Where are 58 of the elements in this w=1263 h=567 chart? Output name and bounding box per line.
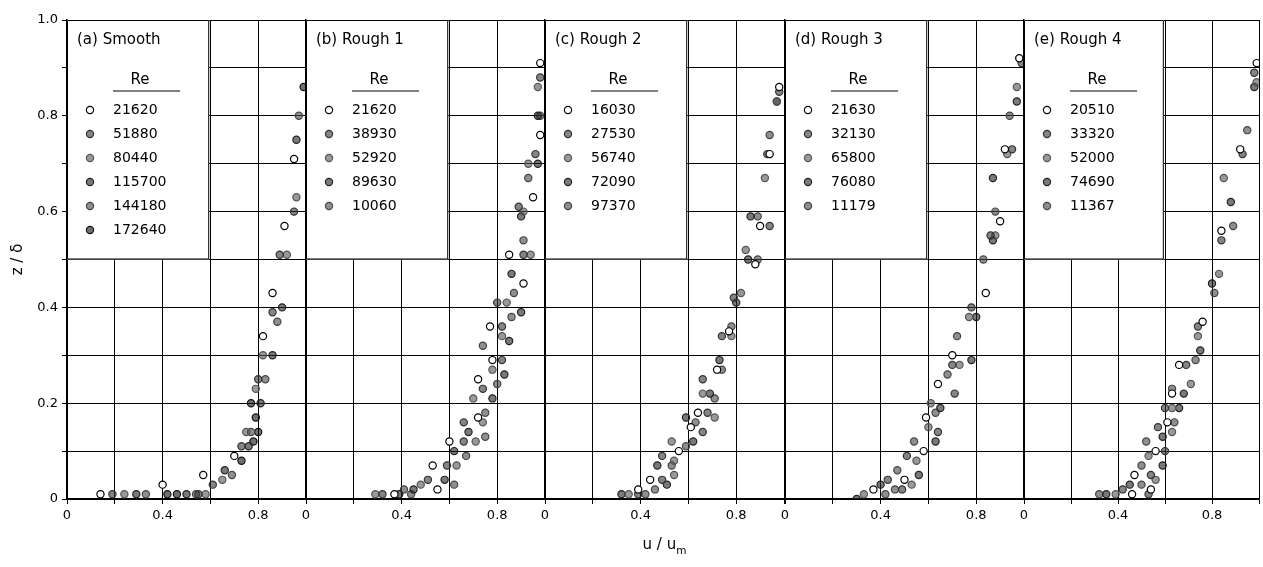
legend-label: 115700 bbox=[113, 172, 167, 189]
y-tick-label: 0.8 bbox=[37, 107, 58, 123]
legend-title: Re bbox=[848, 70, 868, 88]
legend-label: 74690 bbox=[1069, 172, 1115, 189]
legend-label: 21630 bbox=[830, 100, 876, 117]
text: (b) Rough 1 bbox=[316, 30, 404, 48]
x-tick-label: 0 bbox=[541, 507, 550, 523]
legend-label: 52920 bbox=[352, 148, 397, 165]
legend-title: Re bbox=[130, 70, 150, 88]
text: (c) Rough 2 bbox=[555, 30, 642, 48]
legend-title: Re bbox=[369, 70, 389, 88]
x-tick-label: 0 bbox=[780, 507, 789, 523]
text: (a) Smooth bbox=[77, 30, 161, 48]
legend-label: 56740 bbox=[591, 148, 636, 165]
legend-label: 32130 bbox=[830, 124, 876, 141]
legend-label: 38930 bbox=[352, 124, 397, 141]
legend-label: 33320 bbox=[1069, 124, 1115, 141]
x-tick-label: 0.4 bbox=[391, 507, 413, 523]
x-tick-label: 0.4 bbox=[152, 507, 173, 523]
text: (d) Rough 3 bbox=[794, 30, 883, 48]
legend-label: 97370 bbox=[591, 196, 636, 213]
legend-label: 172640 bbox=[113, 220, 167, 237]
x-tick-label: 0.4 bbox=[1107, 507, 1129, 523]
x-tick-label: 0 bbox=[302, 507, 311, 523]
y-tick-label: 0 bbox=[49, 490, 58, 506]
y-tick-label: 0.6 bbox=[37, 202, 58, 218]
legend-title: Re bbox=[1087, 70, 1107, 88]
x-tick-label: 0.8 bbox=[726, 507, 747, 523]
legend-label: 65800 bbox=[830, 148, 876, 165]
y-axis-title: z / δ bbox=[8, 243, 26, 276]
legend-label: 80440 bbox=[113, 148, 158, 165]
y-tick-label: 0.2 bbox=[37, 394, 58, 410]
x-tick-label: 0.8 bbox=[965, 507, 987, 523]
legend-title: Re bbox=[608, 70, 628, 88]
legend-label: 76080 bbox=[830, 172, 876, 189]
text: (e) Rough 4 bbox=[1033, 30, 1122, 48]
legend-label: 20510 bbox=[1069, 100, 1115, 117]
legend-label: 21620 bbox=[352, 100, 397, 117]
x-tick-label: 0 bbox=[1019, 507, 1028, 523]
legend-label: 16030 bbox=[591, 100, 636, 117]
legend-label: 89630 bbox=[352, 172, 397, 189]
legend-label: 144180 bbox=[113, 196, 167, 213]
legend-label: 11367 bbox=[1069, 196, 1115, 213]
x-tick-label: 0.4 bbox=[630, 507, 652, 523]
y-tick-label: 1.0 bbox=[37, 11, 58, 27]
y-tick-label: 0.4 bbox=[37, 298, 58, 314]
x-tick-label: 0.8 bbox=[247, 507, 269, 523]
x-tick-label: 0 bbox=[62, 507, 72, 523]
legend-label: 11179 bbox=[830, 196, 876, 213]
legend-label: 27530 bbox=[591, 124, 636, 141]
x-tick-label: 0.8 bbox=[1201, 507, 1223, 523]
x-tick-label: 0.4 bbox=[869, 507, 891, 523]
legend-label: 21620 bbox=[113, 100, 158, 117]
legend-label: 52000 bbox=[1069, 148, 1115, 165]
legend-label: 72090 bbox=[591, 172, 636, 189]
legend-label: 51880 bbox=[113, 124, 158, 141]
legend-label: 10060 bbox=[352, 196, 397, 213]
x-tick-label: 0.8 bbox=[487, 507, 508, 523]
